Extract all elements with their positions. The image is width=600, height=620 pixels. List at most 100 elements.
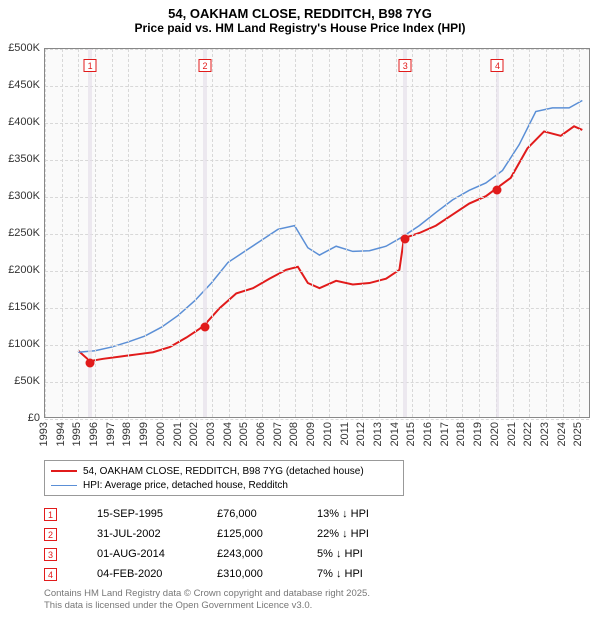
xtick-label: 1996 <box>88 422 100 446</box>
gridline-v <box>78 49 79 417</box>
xtick-label: 2023 <box>539 422 551 446</box>
gridline-v <box>429 49 430 417</box>
xtick-label: 2002 <box>188 422 200 446</box>
event-price: £125,000 <box>217 528 317 540</box>
event-diff: 7% ↓ HPI <box>317 568 427 580</box>
event-marker: 4 <box>491 59 504 72</box>
event-diff: 13% ↓ HPI <box>317 508 427 520</box>
xtick-label: 2024 <box>556 422 568 446</box>
event-price: £76,000 <box>217 508 317 520</box>
xtick-label: 2007 <box>272 422 284 446</box>
gridline-v <box>195 49 196 417</box>
gridline-v <box>546 49 547 417</box>
gridline-v <box>179 49 180 417</box>
xtick-label: 2020 <box>489 422 501 446</box>
event-number-box: 3 <box>44 548 57 561</box>
line-layer <box>45 49 589 417</box>
xtick-label: 2021 <box>506 422 518 446</box>
gridline-v <box>295 49 296 417</box>
event-marker: 1 <box>84 59 97 72</box>
gridline-v <box>396 49 397 417</box>
gridline-h <box>45 382 589 383</box>
xtick-label: 2011 <box>339 422 351 446</box>
ytick-label: £300K <box>0 190 40 202</box>
legend-label: HPI: Average price, detached house, Redd… <box>83 480 288 491</box>
ytick-label: £250K <box>0 227 40 239</box>
event-date: 01-AUG-2014 <box>97 548 217 560</box>
gridline-v <box>579 49 580 417</box>
gridline-v <box>412 49 413 417</box>
sale-point <box>200 322 209 331</box>
gridline-v <box>45 49 46 417</box>
gridline-v <box>95 49 96 417</box>
ytick-label: £100K <box>0 338 40 350</box>
table-row: 404-FEB-2020£310,0007% ↓ HPI <box>44 564 427 584</box>
gridline-h <box>45 345 589 346</box>
chart-title-line2: Price paid vs. HM Land Registry's House … <box>0 21 600 39</box>
xtick-label: 2005 <box>238 422 250 446</box>
xtick-label: 2000 <box>155 422 167 446</box>
gridline-v <box>529 49 530 417</box>
gridline-v <box>446 49 447 417</box>
xtick-label: 2025 <box>572 422 584 446</box>
xtick-label: 2009 <box>305 422 317 446</box>
event-number-box: 2 <box>44 528 57 541</box>
gridline-h <box>45 308 589 309</box>
event-price: £243,000 <box>217 548 317 560</box>
event-number-box: 1 <box>44 508 57 521</box>
gridline-h <box>45 160 589 161</box>
footer-line1: Contains HM Land Registry data © Crown c… <box>44 588 370 600</box>
gridline-v <box>462 49 463 417</box>
gridline-v <box>563 49 564 417</box>
ytick-label: £50K <box>0 375 40 387</box>
chart-title-line1: 54, OAKHAM CLOSE, REDDITCH, B98 7YG <box>0 0 600 21</box>
gridline-h <box>45 86 589 87</box>
table-row: 231-JUL-2002£125,00022% ↓ HPI <box>44 524 427 544</box>
legend-swatch <box>51 470 77 472</box>
gridline-v <box>312 49 313 417</box>
plot-area: 1 2 3 4 <box>44 48 590 418</box>
gridline-v <box>245 49 246 417</box>
xtick-label: 2003 <box>205 422 217 446</box>
series-line-hpi <box>78 101 582 353</box>
gridline-v <box>112 49 113 417</box>
event-diff: 5% ↓ HPI <box>317 548 427 560</box>
xtick-label: 2001 <box>172 422 184 446</box>
sales-table: 115-SEP-1995£76,00013% ↓ HPI231-JUL-2002… <box>44 504 427 584</box>
xtick-label: 2004 <box>222 422 234 446</box>
xtick-label: 1993 <box>38 422 50 446</box>
gridline-v <box>329 49 330 417</box>
xtick-label: 1999 <box>138 422 150 446</box>
ytick-label: £350K <box>0 153 40 165</box>
gridline-h <box>45 271 589 272</box>
gridline-h <box>45 234 589 235</box>
gridline-h <box>45 419 589 420</box>
legend-label: 54, OAKHAM CLOSE, REDDITCH, B98 7YG (det… <box>83 466 364 477</box>
xtick-label: 2006 <box>255 422 267 446</box>
ytick-label: £0 <box>0 412 40 424</box>
event-band <box>403 49 407 417</box>
gridline-v <box>128 49 129 417</box>
xtick-label: 2013 <box>372 422 384 446</box>
xtick-label: 2017 <box>439 422 451 446</box>
xtick-label: 2010 <box>322 422 334 446</box>
xtick-label: 1995 <box>71 422 83 446</box>
event-marker: 2 <box>198 59 211 72</box>
gridline-v <box>262 49 263 417</box>
footer-attribution: Contains HM Land Registry data © Crown c… <box>44 588 370 612</box>
table-row: 115-SEP-1995£76,00013% ↓ HPI <box>44 504 427 524</box>
xtick-label: 1994 <box>55 422 67 446</box>
gridline-v <box>62 49 63 417</box>
event-diff: 22% ↓ HPI <box>317 528 427 540</box>
xtick-label: 2016 <box>422 422 434 446</box>
ytick-label: £400K <box>0 116 40 128</box>
gridline-v <box>479 49 480 417</box>
event-marker: 3 <box>399 59 412 72</box>
ytick-label: £200K <box>0 264 40 276</box>
series-line-price_paid <box>78 126 582 361</box>
gridline-v <box>362 49 363 417</box>
event-band <box>203 49 207 417</box>
event-band <box>496 49 500 417</box>
xtick-label: 2012 <box>355 422 367 446</box>
gridline-h <box>45 197 589 198</box>
